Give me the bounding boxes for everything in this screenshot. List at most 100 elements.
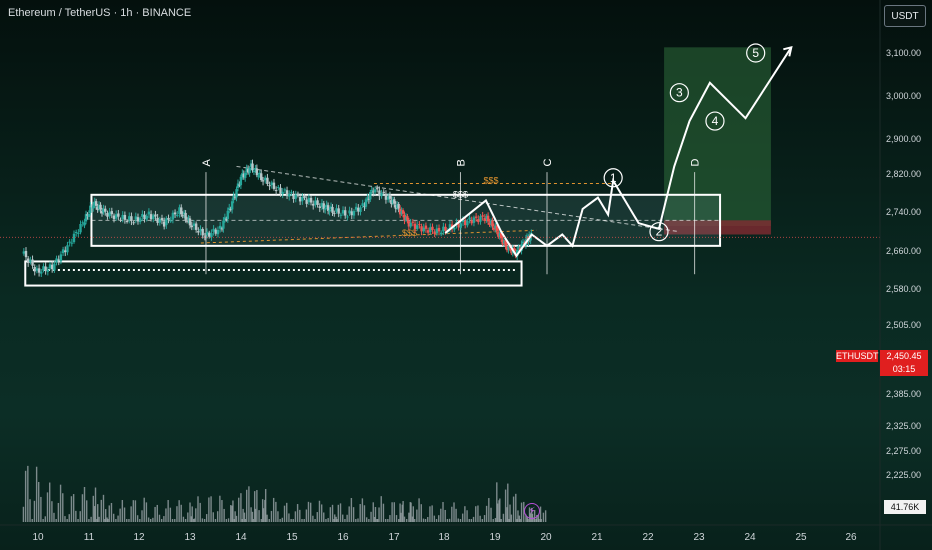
candle-body bbox=[218, 225, 222, 229]
candle-body bbox=[199, 228, 202, 232]
volume-bar bbox=[130, 506, 132, 522]
candle-body bbox=[437, 227, 441, 232]
chart-title: Ethereum / TetherUS · 1h · BINANCE bbox=[8, 7, 192, 19]
currency-selector[interactable]: USDT bbox=[884, 5, 926, 27]
volume-bar bbox=[233, 519, 236, 522]
candle-body bbox=[384, 194, 388, 200]
volume-bar bbox=[141, 510, 143, 522]
candle-body bbox=[128, 216, 131, 221]
candle-body bbox=[162, 221, 166, 227]
last-price-badge: 2,450.45 03:15 bbox=[880, 350, 928, 376]
candle-body bbox=[489, 220, 493, 224]
volume-bar bbox=[219, 495, 221, 522]
candle-body bbox=[123, 214, 127, 220]
candle-body bbox=[74, 231, 78, 233]
wave-label: 3 bbox=[676, 86, 683, 100]
candle-body bbox=[236, 183, 240, 188]
volume-bar bbox=[231, 505, 233, 522]
volume-bar bbox=[490, 507, 492, 522]
candle-body bbox=[440, 232, 443, 235]
volume-bar bbox=[22, 506, 25, 522]
candle-body bbox=[495, 225, 499, 231]
volume-bar bbox=[244, 519, 247, 522]
candle-body bbox=[108, 211, 111, 217]
volume-bar bbox=[203, 519, 206, 522]
candle-body bbox=[364, 199, 368, 207]
candle-body bbox=[292, 194, 295, 200]
candle-body bbox=[529, 236, 532, 241]
volume-bar bbox=[498, 500, 500, 522]
candle-body bbox=[501, 239, 504, 245]
volume-bar bbox=[301, 519, 303, 522]
volume-bar bbox=[232, 500, 234, 522]
candle-body bbox=[433, 231, 436, 234]
candle-body bbox=[252, 170, 256, 172]
volume-bar bbox=[112, 513, 115, 522]
candle-body bbox=[361, 203, 364, 206]
volume-bar bbox=[393, 502, 396, 522]
candle-body bbox=[517, 247, 520, 249]
candle-body bbox=[242, 173, 245, 178]
lightning-icon[interactable]: ⚡ bbox=[524, 503, 540, 519]
volume-bar bbox=[275, 501, 277, 522]
candle-body bbox=[409, 222, 412, 227]
candle-body bbox=[290, 191, 293, 193]
candle-body bbox=[277, 186, 280, 188]
candle-body bbox=[307, 198, 311, 203]
candle-body bbox=[505, 245, 509, 251]
candle-body bbox=[322, 203, 325, 210]
volume-bar bbox=[174, 519, 176, 522]
candle-body bbox=[132, 222, 135, 224]
volume-bar bbox=[193, 518, 196, 522]
volume-bar bbox=[29, 499, 31, 522]
candle-body bbox=[64, 250, 67, 253]
volume-bar bbox=[86, 500, 88, 522]
projection-arrowhead bbox=[783, 45, 793, 57]
volume-bar bbox=[504, 489, 507, 522]
volume-bar bbox=[438, 515, 440, 522]
symbol-badge: ETHUSDT bbox=[836, 350, 879, 362]
volume-bar bbox=[398, 519, 400, 522]
candle-body bbox=[167, 217, 170, 220]
candle-body bbox=[180, 207, 183, 215]
candle-body bbox=[363, 205, 366, 208]
wave-marker bbox=[746, 43, 766, 63]
volume-bar bbox=[424, 519, 427, 522]
volume-bar bbox=[241, 519, 243, 522]
candle-body bbox=[339, 214, 343, 216]
candle-body bbox=[407, 221, 411, 227]
candle-body bbox=[160, 218, 164, 221]
candle-body bbox=[37, 268, 41, 273]
candle-body bbox=[238, 184, 241, 186]
candle-body bbox=[245, 168, 248, 172]
time-tick: 11 bbox=[83, 532, 95, 543]
candle-body bbox=[457, 223, 460, 228]
volume-bar bbox=[264, 489, 267, 522]
volume-bar bbox=[104, 509, 107, 522]
candle-body bbox=[226, 210, 229, 219]
volume-bar bbox=[72, 494, 75, 522]
volume-bar bbox=[305, 509, 308, 522]
candle-body bbox=[125, 221, 129, 223]
volume-bar bbox=[268, 519, 270, 522]
volume-bar bbox=[94, 487, 97, 522]
volume-bar bbox=[461, 513, 464, 522]
candle-body bbox=[285, 190, 289, 197]
candle-body bbox=[416, 225, 419, 229]
volume-bar bbox=[506, 507, 508, 522]
candle-body bbox=[378, 190, 381, 197]
volume-bar bbox=[507, 483, 509, 522]
candle-body bbox=[77, 232, 80, 234]
volume-bar bbox=[359, 504, 361, 522]
volume-bar bbox=[518, 515, 521, 522]
candle-body bbox=[110, 211, 114, 215]
volume-bar bbox=[252, 519, 254, 522]
candle-body bbox=[158, 219, 161, 223]
volume-bar bbox=[527, 519, 529, 522]
candle-body bbox=[320, 202, 324, 207]
time-tick: 17 bbox=[388, 532, 400, 543]
candle-body bbox=[525, 236, 529, 239]
candle-body bbox=[485, 215, 488, 219]
candle-body bbox=[117, 213, 120, 217]
